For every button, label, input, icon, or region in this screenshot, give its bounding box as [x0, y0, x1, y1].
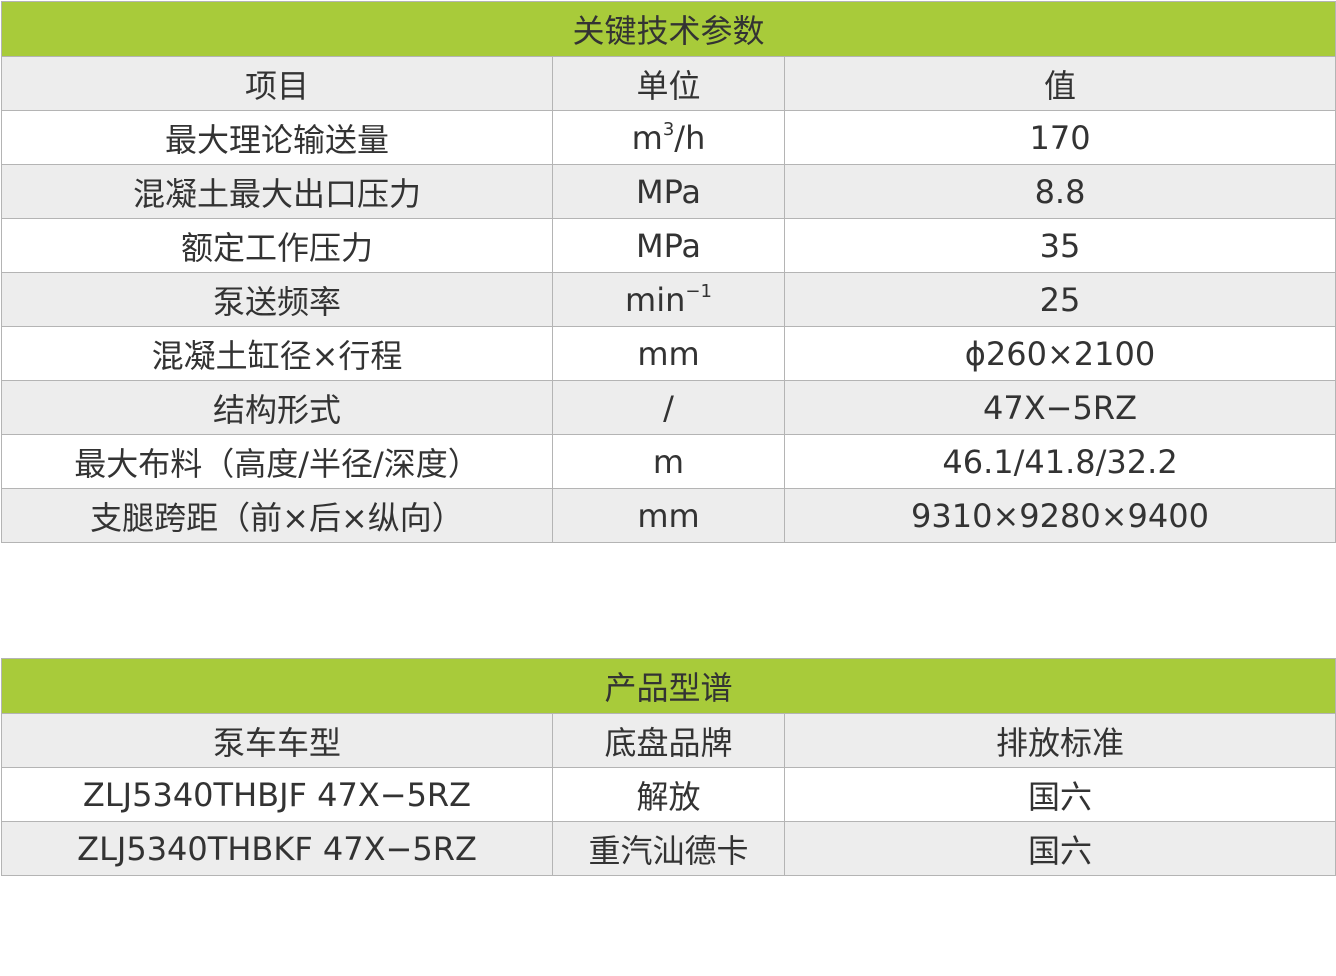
chassis-brand: 重汽汕德卡	[552, 821, 785, 876]
unit-base: mm	[637, 496, 700, 535]
param-item: 混凝土缸径×行程	[1, 326, 553, 381]
param-value: 47X−5RZ	[783, 380, 1336, 435]
header-chassis: 底盘品牌	[552, 713, 785, 768]
param-unit: mm	[552, 326, 785, 381]
unit-base: mm	[637, 334, 700, 373]
unit-base: m	[652, 442, 685, 481]
table-row: 额定工作压力 MPa 35	[1, 218, 1336, 273]
param-unit: /	[552, 380, 785, 435]
param-value: 25	[783, 272, 1336, 327]
header-unit: 单位	[552, 56, 785, 111]
header-value: 值	[783, 56, 1336, 111]
table-row: 混凝土缸径×行程 mm ϕ260×2100	[1, 326, 1336, 381]
header-emission: 排放标准	[783, 713, 1336, 768]
param-item: 额定工作压力	[1, 218, 553, 273]
param-item: 结构形式	[1, 380, 553, 435]
param-item: 最大布料（高度/半径/深度）	[1, 434, 553, 489]
param-item: 支腿跨距（前×后×纵向）	[1, 488, 553, 543]
product-models-table: 产品型谱 泵车车型 底盘品牌 排放标准 ZLJ5340THBJF 47X−5RZ…	[0, 658, 1336, 876]
param-unit: MPa	[552, 218, 785, 273]
param-unit: m3/h	[552, 110, 785, 165]
unit-base: m	[631, 118, 663, 157]
param-value: 170	[783, 110, 1336, 165]
table-row: 泵送频率 min−1 25	[1, 272, 1336, 327]
key-parameters-table: 关键技术参数 项目 单位 值 最大理论输送量 m3/h 170 混凝土最大出口压力 MP…	[0, 1, 1336, 543]
param-unit: min−1	[552, 272, 785, 327]
unit-superscript: 3	[662, 118, 675, 140]
table-row: 最大理论输送量 m3/h 170	[1, 110, 1336, 165]
param-value: 8.8	[783, 164, 1336, 219]
table-row: 支腿跨距（前×后×纵向） mm 9310×9280×9400	[1, 488, 1336, 543]
table-row: ZLJ5340THBKF 47X−5RZ 重汽汕德卡 国六	[1, 821, 1336, 876]
header-model: 泵车车型	[1, 713, 553, 768]
param-unit: MPa	[552, 164, 785, 219]
param-item: 混凝土最大出口压力	[1, 164, 553, 219]
params-header-row: 项目 单位 值	[1, 56, 1336, 111]
unit-superscript: −1	[685, 280, 712, 302]
header-item: 项目	[1, 56, 553, 111]
param-value: 46.1/41.8/32.2	[783, 434, 1336, 489]
param-unit: m	[552, 434, 785, 489]
chassis-brand: 解放	[552, 767, 785, 822]
unit-base: MPa	[635, 172, 702, 211]
model-name: ZLJ5340THBJF 47X−5RZ	[1, 767, 553, 822]
param-value: 9310×9280×9400	[783, 488, 1336, 543]
param-value: ϕ260×2100	[783, 326, 1336, 381]
param-item: 最大理论输送量	[1, 110, 553, 165]
model-name: ZLJ5340THBKF 47X−5RZ	[1, 821, 553, 876]
param-value: 35	[783, 218, 1336, 273]
unit-base: MPa	[635, 226, 702, 265]
table-row: 混凝土最大出口压力 MPa 8.8	[1, 164, 1336, 219]
param-unit: mm	[552, 488, 785, 543]
models-header-row: 泵车车型 底盘品牌 排放标准	[1, 713, 1336, 768]
table-row: 最大布料（高度/半径/深度） m 46.1/41.8/32.2	[1, 434, 1336, 489]
emission-standard: 国六	[783, 821, 1336, 876]
unit-base: /	[663, 388, 674, 427]
table-row: 结构形式 / 47X−5RZ	[1, 380, 1336, 435]
unit-base: min	[625, 280, 686, 319]
models-table-title: 产品型谱	[0, 658, 1336, 714]
emission-standard: 国六	[783, 767, 1336, 822]
unit-suffix: /h	[674, 118, 706, 157]
table-row: ZLJ5340THBJF 47X−5RZ 解放 国六	[1, 767, 1336, 822]
param-item: 泵送频率	[1, 272, 553, 327]
params-table-title: 关键技术参数	[0, 1, 1336, 57]
